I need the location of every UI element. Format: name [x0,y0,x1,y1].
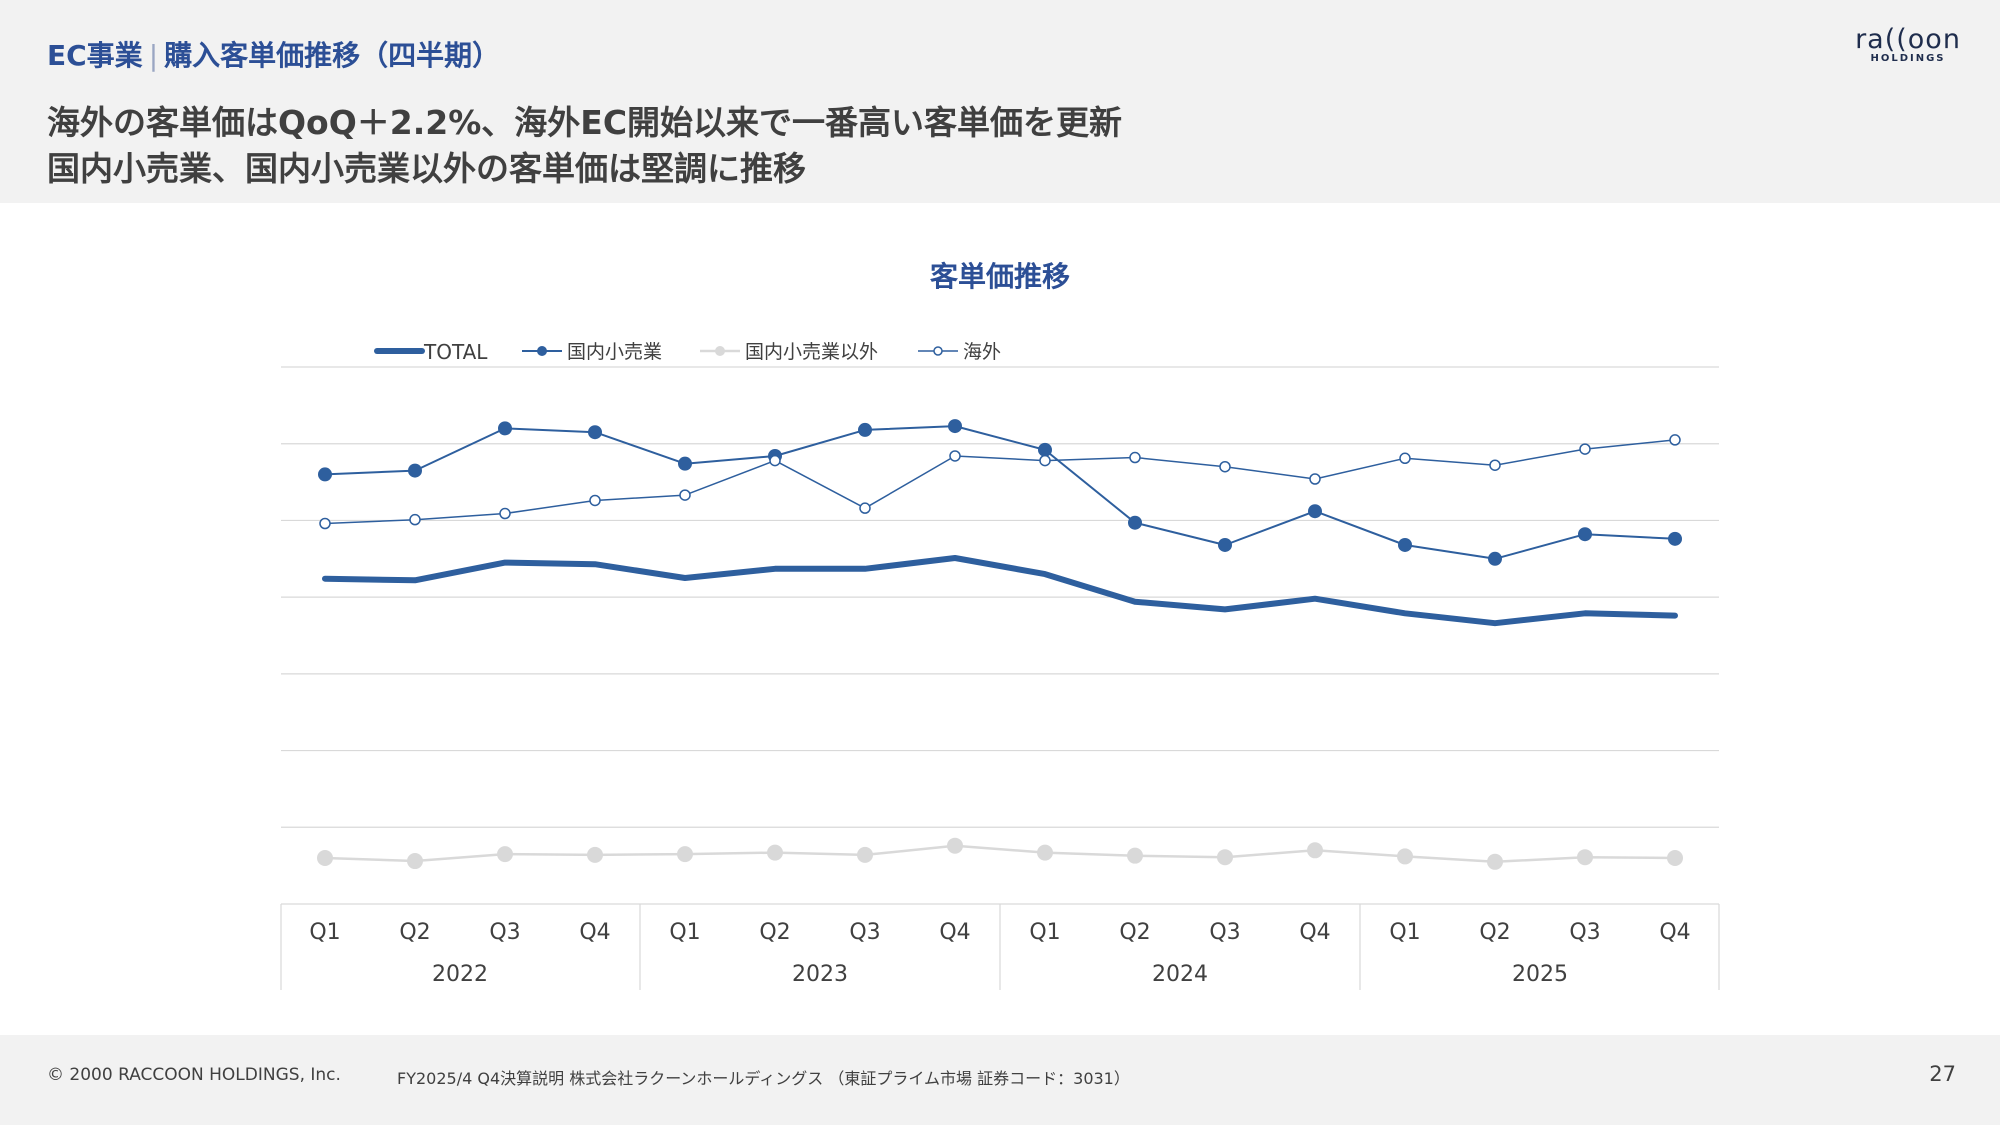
data-point-domestic_other [947,837,963,854]
x-tick-label: Q4 [1659,920,1690,945]
data-point-overseas [589,494,601,507]
section-title: EC事業 | 購入客単価推移（四半期） [47,34,500,74]
data-point-domestic_retail [858,422,872,437]
data-point-domestic_other [1037,844,1053,861]
data-point-overseas [679,489,691,501]
grid-lines [281,366,1719,905]
series-group [317,419,1683,870]
data-point-domestic_retail [588,425,602,440]
x-tick-label: Q4 [939,920,970,945]
data-point-domestic_other [1397,848,1413,865]
headline: 海外の客単価はQoQ＋2.2%、海外EC開始以来で一番高い客単価を更新 国内小売… [47,100,1122,192]
logo-subtitle: HOLDINGS [1870,53,1946,64]
section-main: EC事業 [47,39,143,72]
legend-label-overseas: 海外 [963,341,1001,363]
x-axis: Q1 Q2 Q3 Q4 Q1 Q2 Q3 Q4 Q1 Q2 Q3 Q4 Q1 Q2 Q3 Q4 2022 2023… [280,904,1720,990]
data-point-domestic_retail [948,419,962,434]
series-line-total [322,555,1678,627]
series-line-overseas [324,439,1676,525]
data-point-domestic_retail [408,463,422,478]
data-point-overseas [1309,473,1321,485]
x-tick-label: Q2 [399,920,430,945]
legend-marker-overseas [933,346,943,356]
footer-band [0,1035,2000,1125]
x-tick-label: Q1 [1029,920,1060,945]
headline-line-1: 海外の客単価はQoQ＋2.2%、海外EC開始以来で一番高い客単価を更新 [47,103,1123,142]
data-point-overseas [859,502,871,514]
copyright: © 2000 RACCOON HOLDINGS, Inc. [47,1065,341,1085]
section-sub: 購入客単価推移（四半期） [164,39,501,72]
x-year-label: 2024 [1152,962,1208,987]
x-tick-label: Q3 [1569,920,1600,945]
headline-line-2: 国内小売業、国内小売業以外の客単価は堅調に推移 [47,149,806,188]
x-tick-label: Q4 [579,920,610,945]
data-point-overseas [949,450,961,462]
data-point-domestic_retail [1128,515,1142,530]
data-point-domestic_retail [498,421,512,436]
data-point-domestic_other [497,846,513,863]
data-point-overseas [1129,451,1141,464]
data-point-domestic_other [407,853,423,870]
data-point-domestic_retail [1668,531,1682,546]
data-point-domestic_other [767,844,783,861]
x-year-label: 2023 [792,962,848,987]
data-point-overseas [409,513,421,526]
x-tick-label: Q4 [1299,920,1330,945]
legend-marker-domestic_other [715,346,725,356]
page-number: 27 [1929,1062,1956,1086]
data-point-domestic_other [857,846,873,863]
data-point-overseas [499,507,511,520]
data-point-domestic_other [1577,849,1593,866]
data-point-overseas [769,454,781,467]
data-point-domestic_other [1307,842,1323,859]
x-year-label: 2025 [1512,962,1568,987]
series-line-domestic_other [323,844,1677,864]
x-tick-label: Q3 [489,920,520,945]
header-band [0,0,2000,203]
section-divider: | [148,39,159,72]
data-point-domestic_other [317,849,333,866]
data-point-domestic_retail [1578,527,1592,542]
series-line-domestic_retail [324,425,1676,560]
data-point-domestic_other [1217,849,1233,866]
footer-note: FY2025/4 Q4決算説明 株式会社ラクーンホールディングス （東証プライム… [397,1069,1130,1088]
chart-title: 客単価推移 [929,260,1070,293]
legend-label-total: TOTAL [423,340,488,364]
data-point-domestic_other [587,846,603,863]
data-point-domestic_retail [1488,551,1502,566]
data-point-overseas [1039,454,1051,467]
x-tick-label: Q2 [1119,920,1150,945]
data-point-overseas [319,517,331,530]
data-point-overseas [1669,434,1681,446]
data-point-domestic_retail [1218,537,1232,552]
x-tick-label: Q2 [1479,920,1510,945]
data-point-overseas [1489,459,1501,471]
x-tick-label: Q1 [309,920,340,945]
x-tick-label: Q2 [759,920,790,945]
data-point-domestic_retail [318,467,332,482]
data-point-domestic_other [1127,847,1143,864]
data-point-domestic_other [677,846,693,863]
x-tick-label: Q1 [669,920,700,945]
data-point-overseas [1579,443,1591,455]
logo-wordmark: ra((oon [1855,24,1961,55]
legend: TOTAL 国内小売業 国内小売業以外 海外 [374,340,1001,364]
data-point-domestic_other [1487,853,1503,870]
legend-label-domestic_other: 国内小売業以外 [745,341,878,363]
data-point-domestic_retail [678,456,692,471]
data-point-overseas [1219,460,1231,473]
data-point-domestic_retail [1398,537,1412,552]
company-logo: ra((oon HOLDINGS [1848,24,1968,64]
data-point-domestic_retail [1308,504,1322,519]
x-tick-label: Q1 [1389,920,1420,945]
legend-marker-domestic_retail [537,346,547,356]
data-point-overseas [1399,452,1411,465]
x-tick-label: Q3 [849,920,880,945]
data-point-domestic_retail [1038,442,1052,457]
line-chart: Q1 Q2 Q3 Q4 Q1 Q2 Q3 Q4 Q1 Q2 Q3 Q4 Q1 Q2 Q3 Q4 2022 2023… [280,340,1720,990]
x-year-label: 2022 [432,962,488,987]
data-point-domestic_other [1667,849,1683,866]
legend-label-domestic_retail: 国内小売業 [567,341,662,363]
x-tick-label: Q3 [1209,920,1240,945]
